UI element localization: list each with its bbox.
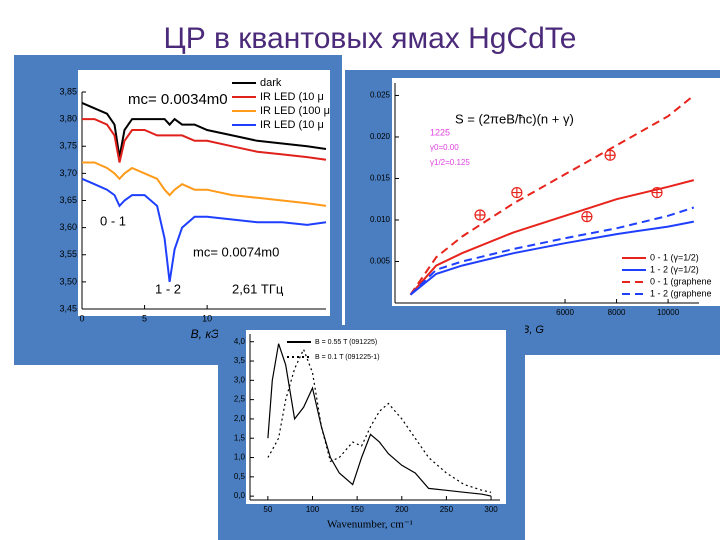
y-tick-label: 0.005	[370, 257, 391, 266]
y-tick-label: 4,0	[234, 337, 246, 346]
series-line	[267, 343, 492, 497]
marker	[474, 209, 486, 221]
x-axis-label: B, G	[522, 324, 544, 336]
y-tick-label: 0,5	[234, 472, 246, 481]
annotation: S = (2πeB/ħc)(n + γ)	[455, 111, 574, 126]
series-line	[82, 161, 327, 207]
x-tick-label: 150	[350, 505, 364, 514]
annotation: 1225	[430, 127, 450, 137]
y-tick-label: 3,70	[59, 168, 77, 178]
plot-area	[392, 78, 720, 306]
plot-area	[246, 330, 506, 504]
x-tick-label: 200	[395, 505, 409, 514]
y-tick-label: 0.020	[370, 132, 391, 141]
legend-label: IR LED (100 μ	[260, 105, 330, 117]
y-tick-label: 3,0	[234, 375, 246, 384]
y-tick-label: 1,5	[234, 433, 246, 442]
y-tick-label: 3,80	[59, 114, 77, 124]
y-tick-label: 0.025	[370, 91, 391, 100]
marker-cross	[475, 210, 486, 220]
legend-label: 0 - 1 (γ=1/2)	[650, 252, 699, 262]
annotation: γ1/2=0.125	[430, 158, 470, 167]
y-tick-label: 3,75	[59, 141, 77, 151]
legend-label: 1 - 2 (graphene	[650, 288, 712, 298]
annotation: 1 - 2	[155, 281, 181, 296]
y-tick-label: 3,65	[59, 195, 77, 205]
legend-label: IR LED (10 μ	[260, 91, 324, 103]
marker-cross	[652, 187, 663, 198]
x-axis-label: Wavenumber, cm⁻¹	[327, 519, 413, 531]
legend-label: B = 0.1 T (091225-1)	[315, 354, 380, 361]
marker-cross	[605, 150, 616, 161]
y-tick-label: 0.010	[370, 215, 391, 224]
marker	[604, 149, 616, 161]
series-line	[81, 177, 327, 283]
y-tick-label: 2,0	[234, 414, 246, 423]
y-tick-label: 3,60	[59, 222, 77, 232]
plot-area	[78, 70, 330, 316]
x-tick-label: 6000	[556, 308, 574, 317]
y-tick-label: 3,5	[234, 356, 246, 365]
marker-cross	[581, 211, 592, 222]
legend-label: 1 - 2 (γ=1/2)	[650, 264, 699, 274]
y-tick-label: 3,85	[59, 86, 77, 96]
x-tick-label: 10000	[657, 308, 680, 317]
marker	[511, 186, 523, 199]
x-axis-label: B, кЭ	[191, 327, 220, 341]
y-tick-label: 3,55	[59, 249, 77, 259]
slide-title: ЦР в квантовых ямах HgCdTe	[164, 22, 577, 55]
series-line	[82, 118, 327, 163]
series-line	[409, 94, 695, 296]
x-tick-label: 10	[202, 313, 212, 323]
x-tick-label: 300	[484, 505, 498, 514]
y-tick-label: 2,5	[234, 395, 246, 404]
x-tick-label: 250	[440, 505, 454, 514]
annotation: 2,61 ТГц	[232, 281, 284, 296]
x-tick-label: 100	[306, 505, 320, 514]
x-tick-label: 50	[263, 505, 272, 514]
annotation: 0 - 1	[100, 213, 126, 228]
series-line	[267, 347, 492, 493]
legend-label: IR LED (10 μ	[260, 119, 324, 131]
annotation: mc= 0.0074m0	[193, 244, 279, 259]
series-line	[409, 206, 695, 296]
legend-label: dark	[260, 77, 282, 89]
marker-cross	[511, 187, 522, 198]
marker	[651, 186, 663, 199]
y-tick-label: 0.015	[370, 174, 391, 183]
annotation: mc= 0.0034m0	[128, 91, 228, 108]
annotation: γ0=0.00	[430, 143, 459, 152]
x-tick-label: 8000	[608, 308, 626, 317]
y-tick-label: 3,50	[59, 276, 77, 286]
x-tick-label: 0	[79, 313, 84, 323]
marker	[581, 211, 593, 223]
series-line	[81, 101, 327, 158]
y-tick-label: 3,45	[59, 303, 77, 313]
y-tick-label: 0,0	[234, 491, 246, 500]
x-tick-label: 5	[142, 313, 147, 323]
legend-label: 0 - 1 (graphene	[650, 276, 712, 286]
legend-label: B = 0.55 T (091225)	[315, 339, 377, 346]
series-line	[409, 220, 694, 296]
y-tick-label: 1,0	[234, 453, 246, 462]
